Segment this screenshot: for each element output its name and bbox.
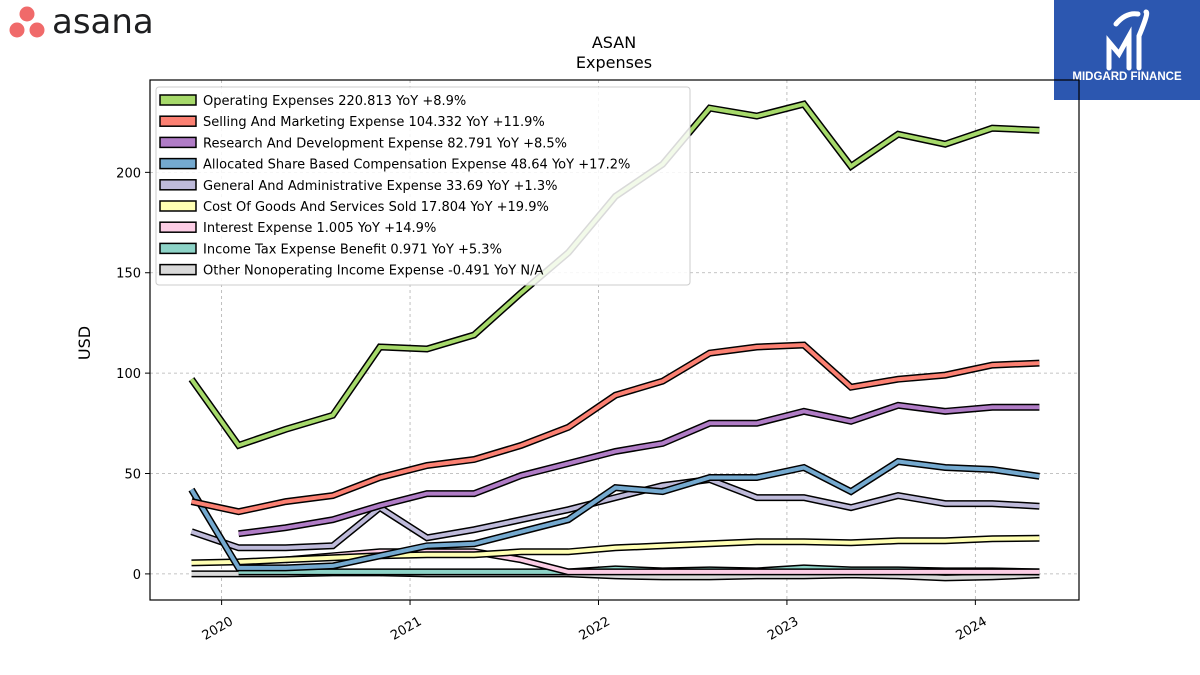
legend-swatch (159, 200, 197, 212)
y-tick-label: 0 (133, 568, 141, 583)
legend-label: Research And Development Expense 82.791 … (203, 136, 567, 151)
series-outline (238, 401, 1040, 538)
legend-item: Interest Expense 1.005 YoY +14.9% (159, 221, 436, 236)
asana-dots-icon (9, 6, 45, 38)
series-line (189, 459, 1040, 570)
legend-item: Other Nonoperating Income Expense -0.491… (159, 263, 543, 279)
legend-swatch (159, 179, 197, 191)
legend-label: Interest Expense 1.005 YoY +14.9% (203, 221, 436, 236)
legend-label: Cost Of Goods And Services Sold 17.804 Y… (203, 200, 549, 215)
legend-item: Allocated Share Based Compensation Expen… (159, 157, 630, 173)
series-line (191, 342, 1040, 514)
legend-swatch (159, 221, 197, 233)
series-line (238, 403, 1040, 536)
x-tick-label: 2022 (577, 614, 613, 644)
legend-label: Selling And Marketing Expense 104.332 Yo… (203, 115, 545, 130)
legend-label: Operating Expenses 220.813 YoY +8.9% (203, 94, 466, 109)
asana-logo: asana (4, 2, 194, 48)
legend-label: Income Tax Expense Benefit 0.971 YoY +5.… (203, 242, 502, 257)
legend-swatch (159, 157, 197, 170)
y-axis-label: USD (75, 326, 94, 360)
legend-item: Selling And Marketing Expense 104.332 Yo… (159, 115, 545, 130)
x-tick-label: 2021 (388, 614, 424, 644)
series-line (190, 477, 1040, 550)
series-outline (188, 457, 1040, 572)
legend-item: General And Administrative Expense 33.69… (159, 179, 557, 194)
legend-label: General And Administrative Expense 33.69… (203, 179, 557, 194)
midgard-emblem-icon (1106, 9, 1150, 71)
series-cost-of-goods-and-services-sold (191, 534, 1040, 567)
midgard-finance-label: MIDGARD FINANCE (1072, 71, 1182, 83)
asana-wordmark: asana (52, 2, 154, 42)
series-general-and-administrative-expense (190, 475, 1040, 552)
legend-swatch (159, 94, 197, 106)
legend-swatch (159, 115, 197, 127)
series-allocated-share-based-compensation-expense (188, 457, 1040, 572)
legend-label: Other Nonoperating Income Expense -0.491… (203, 264, 543, 279)
legend-box (155, 86, 691, 286)
y-tick-label: 150 (116, 267, 141, 282)
series-group (188, 100, 1040, 582)
x-tick-label: 2023 (765, 614, 801, 644)
legend-item: Income Tax Expense Benefit 0.971 YoY +5.… (159, 242, 502, 257)
midgard-finance-logo: MIDGARD FINANCE (1054, 0, 1200, 100)
x-tick-label: 2020 (200, 614, 236, 644)
y-tick-label: 200 (116, 166, 141, 181)
series-line (191, 536, 1040, 565)
series-selling-and-marketing-expense (190, 341, 1040, 516)
legend-item: Operating Expenses 220.813 YoY +8.9% (159, 94, 466, 109)
y-tick-label: 50 (124, 468, 141, 483)
legend: Operating Expenses 220.813 YoY +8.9% Sell… (155, 86, 691, 286)
x-tick-label: 2024 (954, 614, 990, 644)
y-tick-label: 100 (116, 367, 141, 382)
series-research-and-development-expense (238, 401, 1040, 538)
plot-frame (149, 79, 1080, 601)
legend-label: Allocated Share Based Compensation Expen… (203, 158, 630, 173)
legend-swatch (159, 263, 197, 276)
chart-title: ASAN (592, 33, 636, 52)
legend-swatch (159, 242, 197, 255)
legend-item: Research And Development Expense 82.791 … (159, 136, 567, 151)
chart-subtitle: Expenses (576, 53, 652, 72)
legend-item: Cost Of Goods And Services Sold 17.804 Y… (159, 200, 549, 215)
legend-swatch (159, 136, 197, 149)
